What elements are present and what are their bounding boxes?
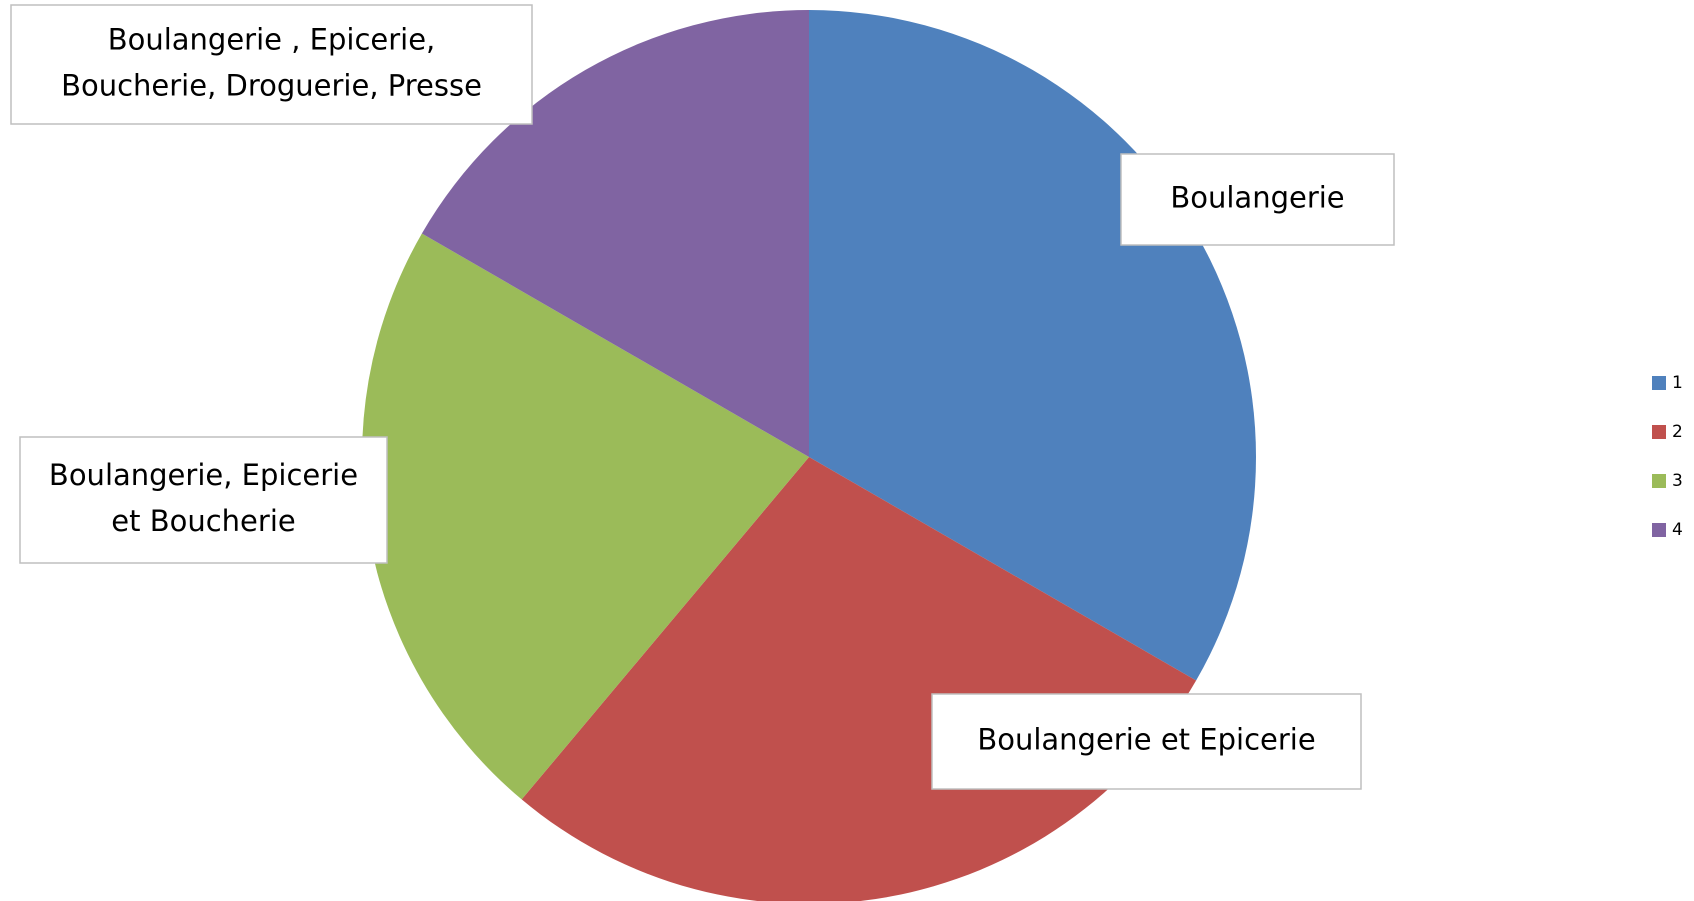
label-box <box>10 4 533 125</box>
legend-swatch <box>1652 425 1666 439</box>
legend-label: 4 <box>1672 520 1683 540</box>
legend-swatch <box>1652 523 1666 537</box>
label-box <box>931 693 1362 790</box>
pie-slice <box>521 457 1197 901</box>
slice-label: Boulangerie et Epicerie <box>977 723 1315 757</box>
legend-swatch <box>1652 474 1666 488</box>
slice-label: Boulangerie , Epicerie, <box>108 23 436 57</box>
slice-label: Boulangerie, Epicerie <box>49 458 358 492</box>
pie-slice <box>362 233 809 800</box>
label-box <box>1120 153 1395 246</box>
slice-label: et Boucherie <box>111 504 295 538</box>
legend-label: 2 <box>1672 422 1683 442</box>
label-box <box>19 436 388 564</box>
legend-swatch <box>1652 376 1666 390</box>
legend-label: 3 <box>1672 471 1683 491</box>
slice-label: Boulangerie <box>1170 181 1344 215</box>
legend-label: 1 <box>1672 373 1683 393</box>
slice-label: Boucherie, Droguerie, Presse <box>61 69 482 103</box>
